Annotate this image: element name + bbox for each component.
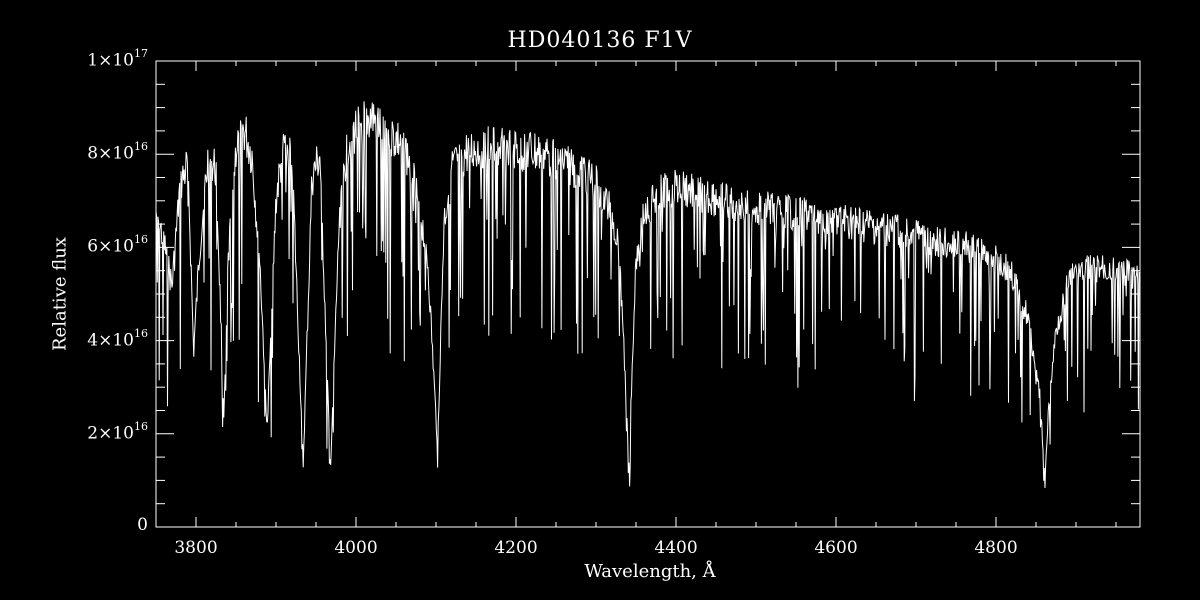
x-tick-label: 4800 bbox=[974, 538, 1018, 558]
x-axis-ticks bbox=[155, 61, 1117, 527]
chart-title: HD040136 F1V bbox=[507, 28, 693, 53]
y-tick-label: 0 bbox=[137, 515, 148, 535]
x-tick-label: 4400 bbox=[654, 538, 698, 558]
y-tick-label: 2×1016 bbox=[87, 419, 148, 444]
y-axis-label: Relative flux bbox=[49, 237, 71, 351]
x-tick-label: 4600 bbox=[814, 538, 858, 558]
x-tick-label: 3800 bbox=[174, 538, 218, 558]
spectrum-line bbox=[155, 101, 1141, 489]
x-axis-label: Wavelength, Å bbox=[584, 561, 716, 582]
x-tick-label: 4200 bbox=[494, 538, 538, 558]
y-tick-label: 1×1017 bbox=[87, 47, 148, 71]
y-tick-label: 8×1016 bbox=[87, 140, 148, 164]
y-tick-label: 4×1016 bbox=[87, 326, 148, 351]
x-tick-label: 4000 bbox=[334, 538, 378, 558]
y-tick-label: 6×1016 bbox=[87, 233, 148, 258]
